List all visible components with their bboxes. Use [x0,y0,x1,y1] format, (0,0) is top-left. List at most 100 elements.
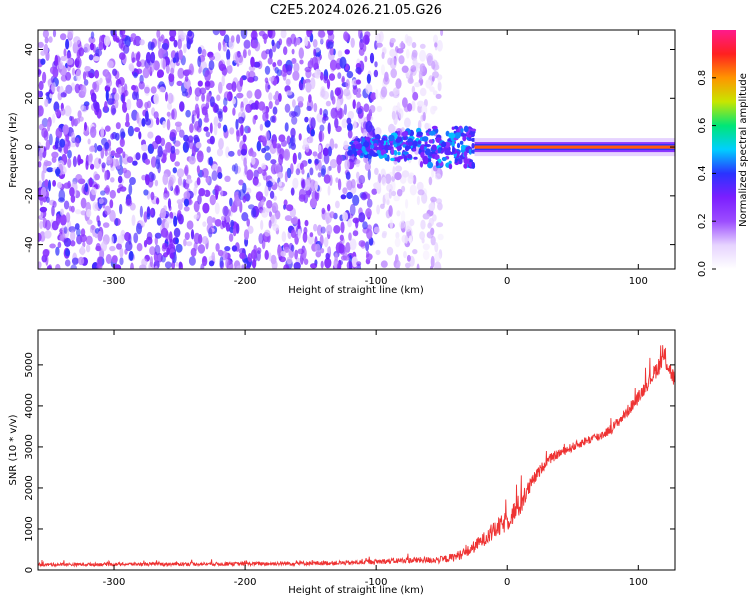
spectrogram-cell [159,86,166,93]
spectrogram-cell [428,202,435,211]
spectrogram-cell [254,114,258,121]
spectrogram-cell [319,234,324,246]
spectrogram-cell [396,188,403,197]
spectrogram-cell [359,38,364,50]
spectrogram-cell [365,208,372,218]
spectrogram-cell [236,34,241,44]
spectrogram-cell [246,90,253,99]
spectrogram-cell [395,78,402,89]
spectrogram-cell [60,33,67,41]
snr-x-tick-label: 100 [629,577,648,588]
spectrogram-x-tick-label: -200 [234,276,257,287]
spectrogram-cell [75,58,80,66]
spectrogram-cell [290,142,296,150]
spectrogram-cell [250,156,256,165]
snr-x-ticks: -300 -200 -100 0 100 [103,330,648,588]
spectrogram-cell [247,225,254,234]
spectrogram-cell [401,131,408,137]
spectrogram-cell [232,107,236,116]
spectrogram-cell [297,228,302,240]
spectrogram-cell [177,176,183,186]
spectrogram-cell [112,32,118,42]
spectrogram-cell [331,95,336,105]
spectrogram-cell [88,36,96,44]
spectrogram-cell [459,140,464,145]
spectrogram-cell [346,260,353,269]
spectrogram-cell [428,176,433,186]
spectrogram-cell [314,68,321,79]
spectrogram-cell [150,191,155,201]
spectrogram-cell [201,93,206,102]
spectrogram-cell [346,71,354,79]
spectrogram-cell [246,70,250,80]
spectrogram-cell [395,231,400,239]
spectrogram-cell [303,178,311,191]
spectrogram-cell [383,153,388,158]
spectrogram-cell [360,192,368,201]
spectrogram-cell [356,101,362,112]
spectrogram-cell [188,256,196,266]
spectrogram-cell [141,118,146,127]
spectrogram-cell [303,226,308,235]
spectrogram-cell [327,146,332,157]
spectrogram-cell [403,155,407,162]
spectrogram-cell [151,60,155,73]
spectrogram-cell [236,265,243,269]
spectrogram-cell [283,148,291,161]
spectrogram-cell [456,150,460,157]
spectrogram-cell [283,264,290,269]
spectrogram-cell [199,87,207,95]
spectrogram-cell [341,118,348,129]
spectrogram-cells [38,30,675,269]
spectrogram-cell [389,219,394,229]
spectrogram-cell [89,145,96,153]
spectrogram-cell [313,48,317,57]
spectrogram-cell [306,30,312,38]
spectrogram-cell [261,163,266,170]
spectrogram-cell [327,185,331,196]
spectrogram-cell [376,150,382,155]
spectrogram-cell [74,223,80,230]
snr-x-tick-label: -300 [103,577,126,588]
spectrogram-cell [435,93,442,99]
spectrogram-cell [96,263,103,269]
spectrogram-cell [104,125,111,132]
spectrogram-cell [214,202,220,215]
spectrogram-cell [247,127,251,133]
spectrogram-cell [426,52,434,63]
spectrogram-cell [63,200,70,210]
spectrogram-cell [166,111,171,117]
spectrogram-cell [136,61,142,68]
spectrogram-x-tick-label: -100 [365,276,388,287]
spectrogram-cell [135,52,140,62]
spectrogram-cell [109,245,116,252]
spectrogram-cell [422,243,430,251]
spectrogram-cell [288,110,297,118]
spectrogram-cell [419,161,424,168]
colorbar-ticks: 0.0 0.2 0.4 0.6 0.8 [697,70,716,277]
spectrogram-cell [456,142,461,149]
spectrogram-cell [41,127,48,138]
spectrogram-cell [85,104,89,111]
spectrogram-cell [62,124,69,135]
spectrogram-cell [59,214,67,226]
spectrogram-cell [380,168,386,177]
snr-y-tick-label: 2000 [24,475,35,500]
spectrogram-cell [339,234,344,241]
spectrogram-cell [263,36,267,44]
spectrogram-cell [356,171,360,180]
spectrogram-cell [39,221,43,229]
spectrogram-cell [162,120,166,129]
spectrogram-cell [76,228,81,237]
spectrogram-cell [424,148,431,156]
snr-x-label: Height of straight line (km) [288,585,424,596]
spectrogram-cell [320,226,326,234]
spectrogram-cell [119,186,127,192]
spectrogram-cell [42,71,47,84]
spectrogram-cell [226,59,231,67]
spectrogram-cell [234,163,239,175]
spectrogram-cell [409,73,413,84]
spectrogram-cell [196,177,201,186]
spectrogram-cell [172,167,177,174]
